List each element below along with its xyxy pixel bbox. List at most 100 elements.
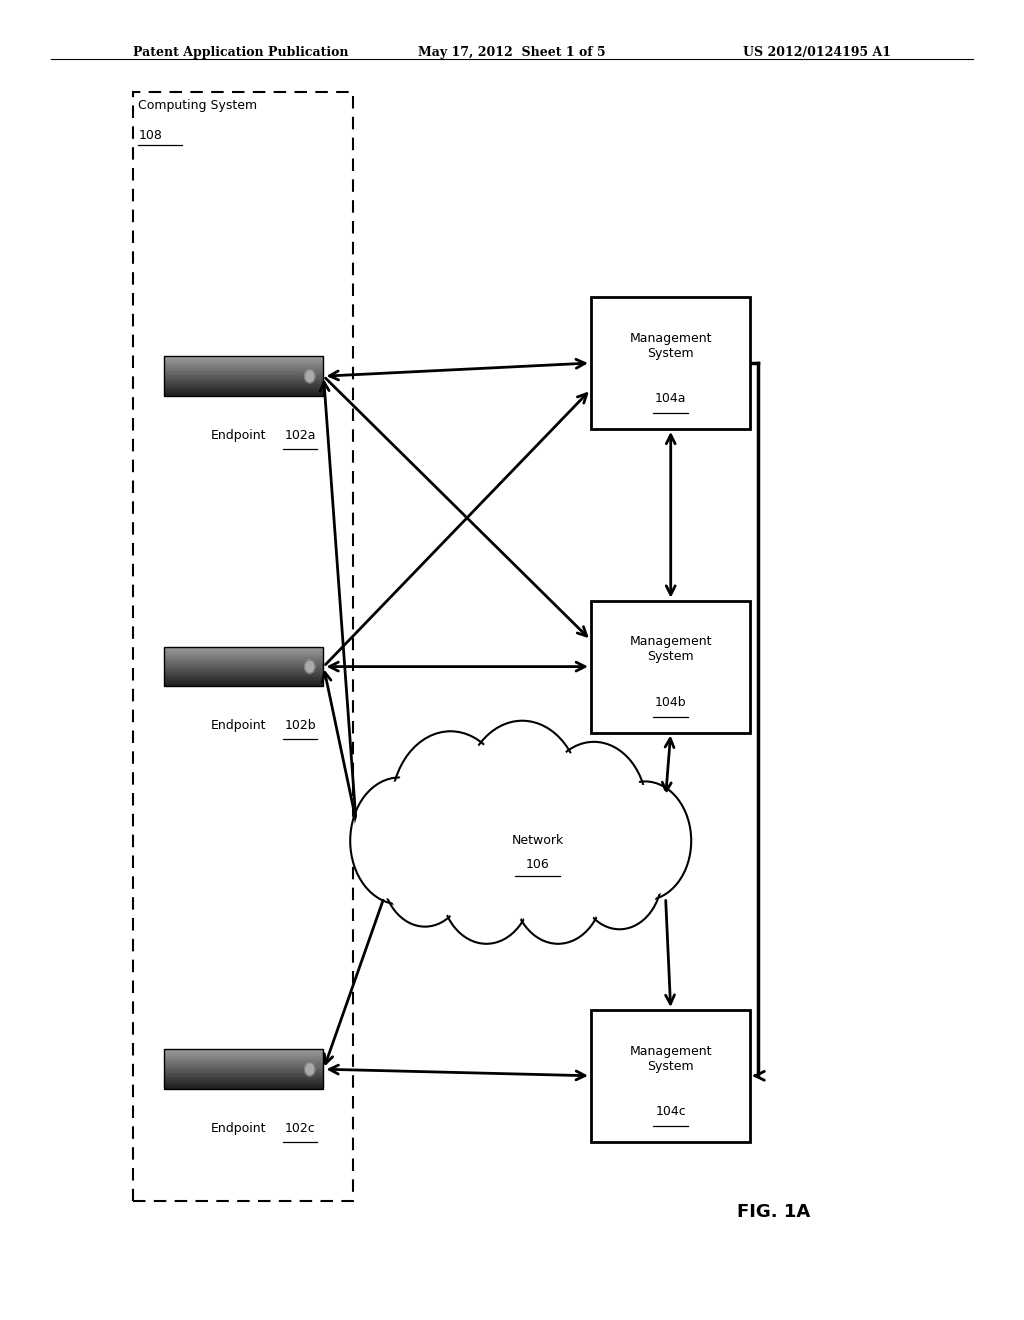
- Bar: [164, 1061, 324, 1063]
- Bar: [164, 661, 324, 663]
- Bar: [164, 678, 324, 680]
- Bar: [164, 1081, 324, 1082]
- Bar: [592, 601, 750, 733]
- Circle shape: [541, 742, 647, 879]
- Circle shape: [515, 829, 601, 940]
- Bar: [164, 391, 324, 392]
- Circle shape: [391, 731, 510, 884]
- Bar: [164, 388, 324, 389]
- Bar: [164, 359, 324, 360]
- Bar: [164, 1063, 324, 1064]
- Text: Computing System: Computing System: [138, 99, 257, 112]
- Bar: [164, 677, 324, 678]
- Text: Endpoint: Endpoint: [211, 429, 266, 442]
- Bar: [164, 381, 324, 383]
- Text: 108: 108: [138, 129, 162, 143]
- Bar: [164, 665, 324, 667]
- Bar: [164, 648, 324, 649]
- Bar: [164, 380, 324, 381]
- Bar: [164, 360, 324, 362]
- Bar: [164, 681, 324, 682]
- Bar: [164, 363, 324, 364]
- Text: Management
System: Management System: [630, 1044, 712, 1073]
- Bar: [164, 664, 324, 665]
- Bar: [164, 647, 324, 686]
- Bar: [164, 1051, 324, 1052]
- Bar: [164, 668, 324, 669]
- Bar: [133, 92, 353, 1201]
- Bar: [164, 1056, 324, 1057]
- Bar: [164, 1086, 324, 1088]
- Bar: [164, 682, 324, 684]
- Bar: [164, 656, 324, 657]
- Bar: [164, 649, 324, 651]
- Bar: [164, 393, 324, 395]
- Bar: [164, 392, 324, 393]
- Bar: [164, 647, 324, 648]
- Text: 102a: 102a: [285, 429, 315, 442]
- Text: 104b: 104b: [655, 696, 686, 709]
- Circle shape: [305, 370, 315, 383]
- Bar: [164, 1059, 324, 1060]
- Circle shape: [467, 726, 578, 869]
- Text: 104c: 104c: [655, 1105, 686, 1118]
- Bar: [164, 672, 324, 673]
- Bar: [164, 385, 324, 387]
- Bar: [164, 362, 324, 363]
- Bar: [164, 651, 324, 652]
- Bar: [164, 371, 324, 372]
- Circle shape: [382, 816, 468, 927]
- Bar: [164, 372, 324, 374]
- Bar: [164, 1060, 324, 1061]
- Bar: [164, 384, 324, 385]
- Circle shape: [305, 1063, 315, 1076]
- Bar: [164, 1057, 324, 1059]
- Bar: [164, 1055, 324, 1056]
- Bar: [164, 660, 324, 661]
- Bar: [164, 358, 324, 359]
- Bar: [164, 368, 324, 370]
- Bar: [164, 669, 324, 671]
- Bar: [164, 1049, 324, 1051]
- Bar: [164, 1053, 324, 1055]
- Text: FIG. 1A: FIG. 1A: [737, 1203, 811, 1221]
- Circle shape: [545, 747, 643, 874]
- Bar: [164, 376, 324, 378]
- Text: 102c: 102c: [285, 1122, 315, 1135]
- Bar: [164, 653, 324, 655]
- Bar: [164, 387, 324, 388]
- Circle shape: [443, 829, 529, 940]
- Bar: [164, 671, 324, 672]
- Circle shape: [385, 820, 465, 923]
- Bar: [164, 1064, 324, 1065]
- Text: Management
System: Management System: [630, 331, 712, 360]
- Bar: [164, 356, 324, 396]
- Circle shape: [463, 721, 582, 874]
- Bar: [164, 657, 324, 659]
- Bar: [164, 378, 324, 379]
- Bar: [164, 389, 324, 391]
- Bar: [164, 675, 324, 676]
- Circle shape: [440, 825, 532, 944]
- Bar: [164, 1084, 324, 1085]
- Text: 104a: 104a: [655, 392, 686, 405]
- Bar: [164, 366, 324, 367]
- Text: 102b: 102b: [285, 719, 315, 733]
- Bar: [164, 663, 324, 664]
- Bar: [164, 1065, 324, 1067]
- Bar: [164, 356, 324, 358]
- Bar: [164, 364, 324, 366]
- Bar: [592, 297, 750, 429]
- Bar: [164, 1052, 324, 1053]
- Bar: [164, 395, 324, 396]
- Bar: [164, 667, 324, 668]
- Bar: [164, 383, 324, 384]
- Circle shape: [599, 781, 691, 900]
- Text: Management
System: Management System: [630, 635, 712, 664]
- Bar: [164, 1073, 324, 1074]
- Bar: [164, 1068, 324, 1069]
- Text: May 17, 2012  Sheet 1 of 5: May 17, 2012 Sheet 1 of 5: [418, 46, 606, 59]
- Bar: [164, 1076, 324, 1077]
- Bar: [164, 684, 324, 685]
- Circle shape: [512, 825, 604, 944]
